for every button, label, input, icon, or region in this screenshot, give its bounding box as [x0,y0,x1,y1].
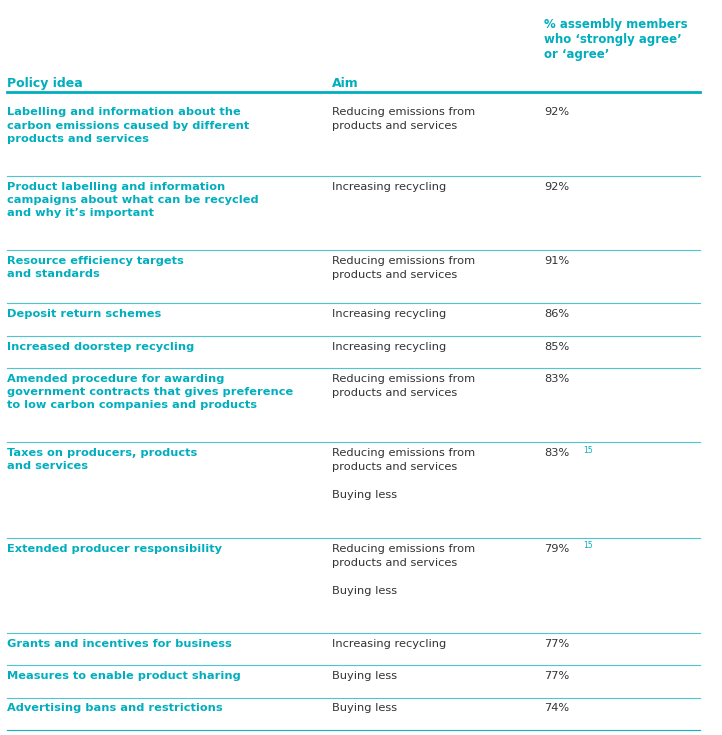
Text: 79%: 79% [544,543,570,553]
Text: Increased doorstep recycling: Increased doorstep recycling [7,342,194,351]
Text: 83%: 83% [544,374,570,384]
Text: Measures to enable product sharing: Measures to enable product sharing [7,671,241,681]
Text: Buying less: Buying less [332,703,397,714]
Text: Increasing recycling: Increasing recycling [332,309,447,319]
Text: 15: 15 [583,446,593,455]
Text: Resource efficiency targets
and standards: Resource efficiency targets and standard… [7,256,184,279]
Text: Reducing emissions from
products and services

Buying less: Reducing emissions from products and ser… [332,448,476,501]
Text: Advertising bans and restrictions: Advertising bans and restrictions [7,703,222,714]
Text: Increasing recycling: Increasing recycling [332,639,447,649]
Text: who ‘strongly agree’: who ‘strongly agree’ [544,33,682,46]
Text: 77%: 77% [544,671,570,681]
Text: 85%: 85% [544,342,570,351]
Text: or ‘agree’: or ‘agree’ [544,48,610,61]
Text: Taxes on producers, products
and services: Taxes on producers, products and service… [7,448,197,471]
Text: Extended producer responsibility: Extended producer responsibility [7,543,222,553]
Text: Amended procedure for awarding
government contracts that gives preference
to low: Amended procedure for awarding governmen… [7,374,293,410]
Text: 92%: 92% [544,182,570,192]
Text: 15: 15 [583,541,593,551]
Text: 77%: 77% [544,639,570,649]
Text: Product labelling and information
campaigns about what can be recycled
and why i: Product labelling and information campai… [7,182,258,218]
Text: Reducing emissions from
products and services: Reducing emissions from products and ser… [332,256,476,280]
Text: Grants and incentives for business: Grants and incentives for business [7,639,232,649]
Text: Reducing emissions from
products and services: Reducing emissions from products and ser… [332,107,476,132]
Text: Increasing recycling: Increasing recycling [332,182,447,192]
Text: Reducing emissions from
products and services

Buying less: Reducing emissions from products and ser… [332,543,476,595]
Text: 74%: 74% [544,703,570,714]
Text: % assembly members: % assembly members [544,18,688,32]
Text: Aim: Aim [332,77,359,90]
Text: Increasing recycling: Increasing recycling [332,342,447,351]
Text: Deposit return schemes: Deposit return schemes [7,309,161,319]
Text: Labelling and information about the
carbon emissions caused by different
product: Labelling and information about the carb… [7,107,249,144]
Text: 91%: 91% [544,256,570,266]
Text: Buying less: Buying less [332,671,397,681]
Text: 86%: 86% [544,309,570,319]
Text: Policy idea: Policy idea [7,77,83,90]
Text: Reducing emissions from
products and services: Reducing emissions from products and ser… [332,374,476,398]
Text: 83%: 83% [544,448,570,458]
Text: 92%: 92% [544,107,570,118]
